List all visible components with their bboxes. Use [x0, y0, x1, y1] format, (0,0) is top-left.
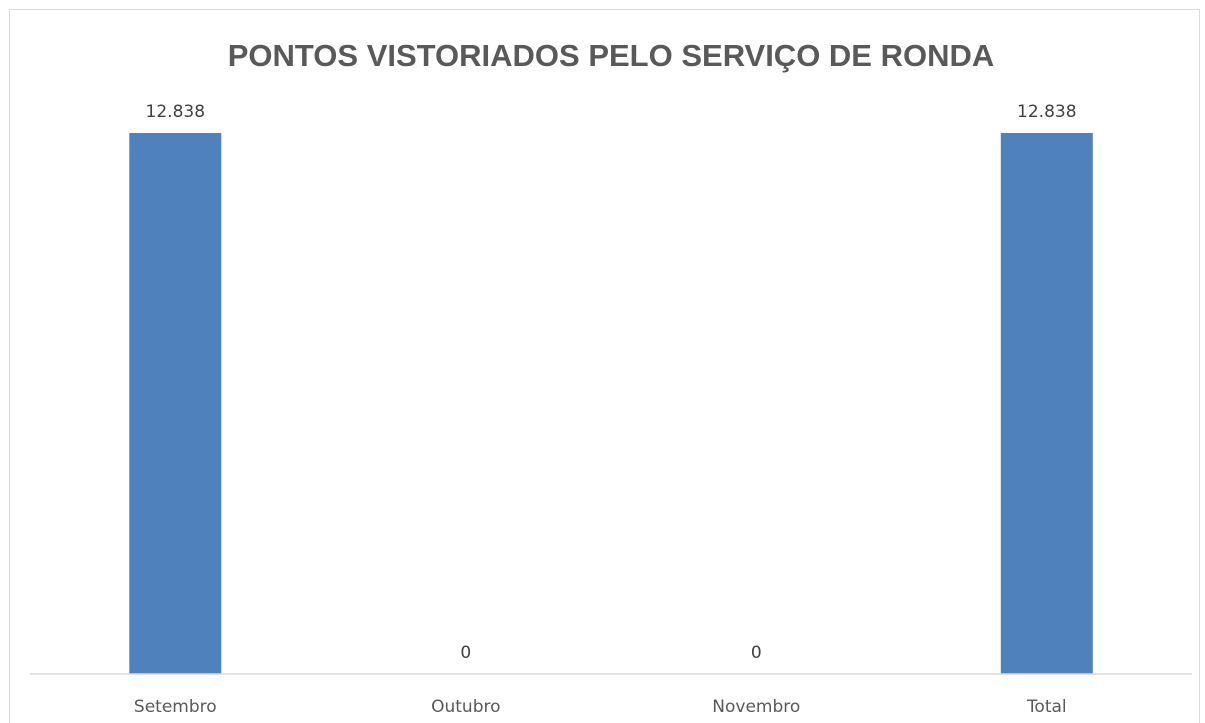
x-tick-label-novembro: Novembro [712, 697, 800, 717]
data-label-setembro: 12.838 [146, 102, 205, 122]
chart-title: PONTOS VISTORIADOS PELO SERVIÇO DE RONDA [228, 38, 995, 73]
bars-layer [129, 133, 1093, 674]
x-tick-label-setembro: Setembro [134, 697, 217, 717]
bar-setembro [129, 133, 222, 674]
data-label-total: 12.838 [1017, 102, 1076, 122]
x-tick-label-outubro: Outubro [431, 697, 500, 717]
bar-total [1000, 133, 1093, 674]
labels-layer: 12.838 0 0 12.838 [146, 102, 1077, 663]
x-tick-label-total: Total [1026, 697, 1067, 717]
data-label-novembro: 0 [751, 643, 762, 663]
ticks-layer: Setembro Outubro Novembro Total [134, 697, 1067, 717]
data-label-outubro: 0 [460, 643, 471, 663]
